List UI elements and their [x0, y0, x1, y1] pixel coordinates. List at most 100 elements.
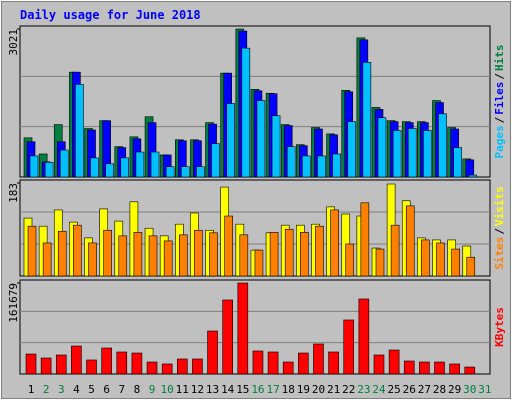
bar — [282, 361, 294, 375]
bar — [40, 357, 52, 375]
bar — [27, 225, 37, 277]
bar — [256, 100, 266, 178]
bar — [25, 353, 37, 375]
bar — [375, 248, 385, 277]
bar — [332, 153, 341, 178]
bar — [392, 130, 402, 178]
x-tick-label: 16 — [251, 383, 264, 396]
bar — [131, 352, 143, 375]
bar — [405, 205, 415, 277]
bar — [436, 242, 445, 277]
bar — [59, 149, 69, 178]
x-tick-label: 5 — [88, 383, 95, 396]
bar — [271, 115, 281, 178]
x-tick-label: 31 — [478, 383, 491, 396]
bar — [465, 159, 475, 178]
bar — [237, 282, 249, 375]
bar — [269, 231, 279, 277]
bar — [466, 256, 476, 277]
legend-separator: / — [493, 73, 506, 80]
bar — [298, 352, 309, 375]
bar — [86, 359, 97, 375]
bar — [101, 347, 112, 375]
x-tick-label: 27 — [418, 383, 431, 396]
x-tick-label: 15 — [236, 383, 249, 396]
bar — [362, 62, 372, 178]
bar — [302, 155, 311, 178]
x-tick-label: 11 — [176, 383, 189, 396]
x-tick-label: 17 — [266, 383, 279, 396]
x-tick-label: 28 — [433, 383, 446, 396]
bar — [267, 351, 279, 375]
bar — [377, 117, 387, 178]
bar — [163, 240, 173, 277]
bar — [118, 235, 128, 277]
bar — [388, 349, 400, 375]
bar — [347, 121, 357, 178]
bar — [135, 151, 145, 178]
x-tick-label: 18 — [282, 383, 295, 396]
bar — [453, 147, 462, 178]
x-tick-label: 22 — [342, 383, 355, 396]
bar — [165, 166, 175, 178]
legend-entry: Hits — [493, 45, 506, 72]
bar — [419, 361, 430, 375]
legend-entry: Visits — [493, 186, 506, 226]
bar — [57, 230, 67, 277]
x-tick-label: 21 — [327, 383, 340, 396]
bar — [161, 363, 173, 375]
x-tick-label: 24 — [372, 383, 386, 396]
bar — [252, 350, 264, 375]
bar — [358, 298, 370, 375]
legend: Pages/Files/Hits — [493, 45, 506, 159]
bar — [150, 151, 160, 178]
bar — [315, 225, 324, 277]
bar — [116, 351, 128, 375]
bar — [146, 361, 158, 375]
bar — [177, 358, 188, 375]
bar — [211, 143, 220, 178]
bar — [29, 155, 39, 178]
bar — [42, 242, 52, 277]
legend-separator: / — [493, 116, 506, 123]
bar — [241, 47, 251, 178]
x-tick-label: 26 — [403, 383, 416, 396]
bar — [468, 174, 478, 178]
bar — [373, 354, 385, 375]
bar — [449, 363, 460, 375]
bar — [196, 166, 205, 178]
x-tick-label: 29 — [448, 383, 461, 396]
bar — [194, 229, 203, 277]
bar — [181, 166, 190, 178]
bar — [192, 358, 203, 375]
bar — [75, 84, 84, 178]
bar — [148, 235, 158, 277]
bar — [207, 330, 218, 375]
bar — [239, 234, 249, 277]
legend-entry: Sites — [493, 237, 506, 270]
bar — [209, 232, 218, 277]
bar — [222, 299, 233, 375]
bar — [343, 319, 355, 375]
bar — [88, 242, 97, 277]
bar — [71, 345, 82, 375]
x-tick-label: 19 — [297, 383, 310, 396]
x-tick-label: 9 — [149, 383, 156, 396]
bar — [330, 209, 339, 277]
legend-separator: / — [493, 228, 506, 235]
bar — [103, 229, 112, 277]
y-max-label: 3021 — [7, 29, 20, 56]
legend-entry: KBytes — [493, 307, 506, 347]
bar — [300, 231, 309, 277]
legend: KBytes — [493, 307, 506, 347]
x-tick-label: 12 — [191, 383, 204, 396]
x-tick-label: 25 — [387, 383, 400, 396]
x-tick-label: 10 — [161, 383, 174, 396]
bar — [286, 146, 296, 178]
bar — [226, 103, 235, 178]
bar — [254, 249, 264, 277]
bar — [423, 130, 432, 178]
y-max-label: 161679 — [7, 283, 20, 323]
